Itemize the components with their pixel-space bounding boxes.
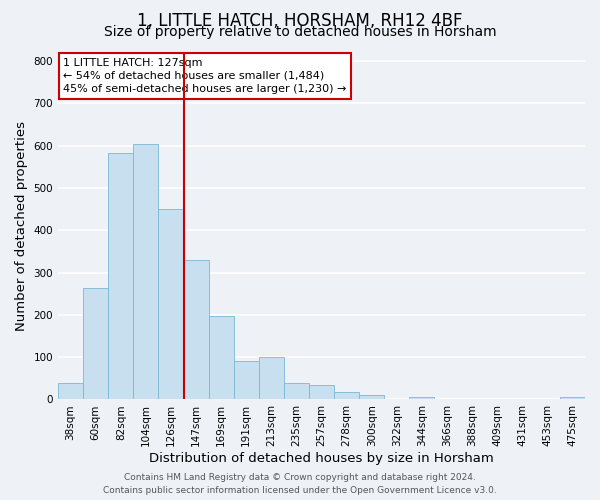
Bar <box>158 209 184 400</box>
Bar <box>259 357 284 400</box>
Bar <box>284 384 309 400</box>
Bar <box>108 153 133 400</box>
Bar <box>209 316 233 400</box>
Bar <box>133 144 158 400</box>
Bar <box>58 384 83 400</box>
Text: 1, LITTLE HATCH, HORSHAM, RH12 4BF: 1, LITTLE HATCH, HORSHAM, RH12 4BF <box>137 12 463 30</box>
Bar <box>83 288 108 400</box>
Bar <box>233 362 259 400</box>
Bar <box>409 398 434 400</box>
X-axis label: Distribution of detached houses by size in Horsham: Distribution of detached houses by size … <box>149 452 494 465</box>
Y-axis label: Number of detached properties: Number of detached properties <box>15 121 28 331</box>
Text: 1 LITTLE HATCH: 127sqm
← 54% of detached houses are smaller (1,484)
45% of semi-: 1 LITTLE HATCH: 127sqm ← 54% of detached… <box>64 58 347 94</box>
Bar <box>560 398 585 400</box>
Bar <box>334 392 359 400</box>
Bar <box>184 260 209 400</box>
Text: Size of property relative to detached houses in Horsham: Size of property relative to detached ho… <box>104 25 496 39</box>
Bar <box>309 386 334 400</box>
Bar <box>359 395 384 400</box>
Text: Contains HM Land Registry data © Crown copyright and database right 2024.
Contai: Contains HM Land Registry data © Crown c… <box>103 474 497 495</box>
